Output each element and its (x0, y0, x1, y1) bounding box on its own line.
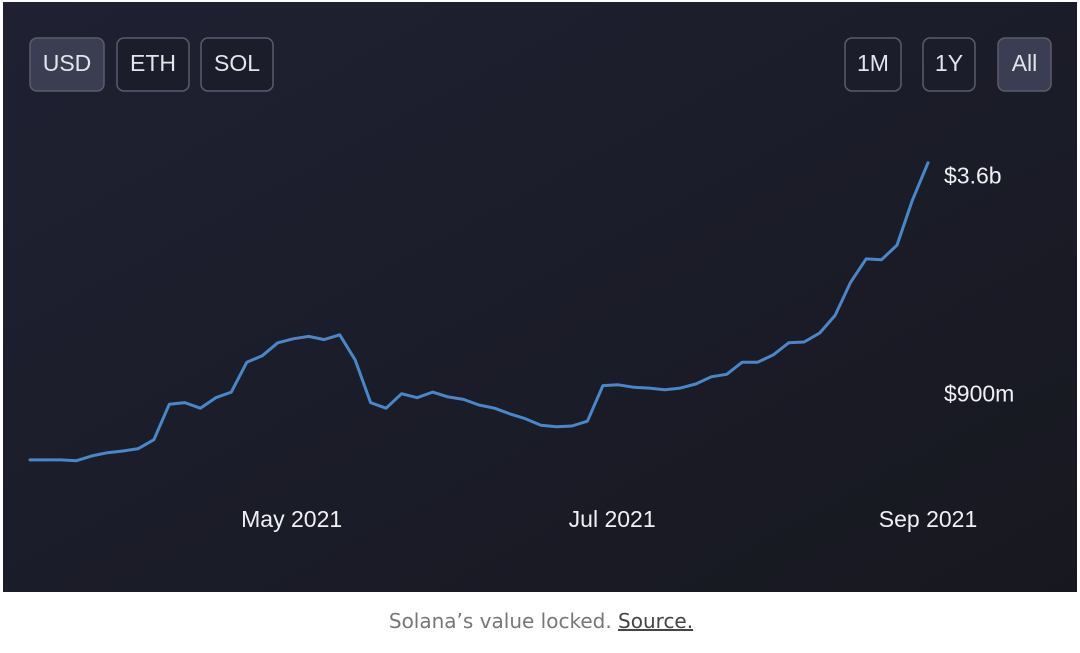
toggle-button[interactable]: USD (29, 37, 105, 92)
x-tick-label: Sep 2021 (879, 506, 977, 532)
button-label: ETH (130, 50, 176, 76)
button-bg (844, 37, 902, 92)
x-tick-label: Jul 2021 (569, 506, 656, 532)
caption: Solana’s value locked. Source. (389, 609, 693, 633)
y-tick-label: $3.6b (944, 162, 1002, 188)
button-label: 1M (857, 50, 889, 76)
toggle-button[interactable]: SOL (200, 37, 274, 92)
toggle-button[interactable]: ETH (116, 37, 190, 92)
y-tick-label: $900m (944, 380, 1014, 406)
toggle-button[interactable]: 1M (844, 37, 902, 92)
button-label: 1Y (935, 50, 963, 76)
button-bg (997, 37, 1052, 92)
button-label: SOL (214, 50, 260, 76)
toggle-button[interactable]: 1Y (922, 37, 976, 92)
button-bg (29, 37, 105, 92)
toggle-button[interactable]: All (997, 37, 1052, 92)
tvl-line (28, 161, 930, 463)
button-bg (116, 37, 190, 92)
caption-link[interactable]: Source. (618, 609, 693, 633)
button-label: USD (43, 50, 92, 76)
button-bg (200, 37, 274, 92)
chart-panel (3, 2, 1077, 592)
x-tick-label: May 2021 (241, 506, 342, 532)
button-bg (922, 37, 976, 92)
caption-text: Solana’s value locked. (389, 609, 612, 633)
button-label: All (1012, 50, 1038, 76)
